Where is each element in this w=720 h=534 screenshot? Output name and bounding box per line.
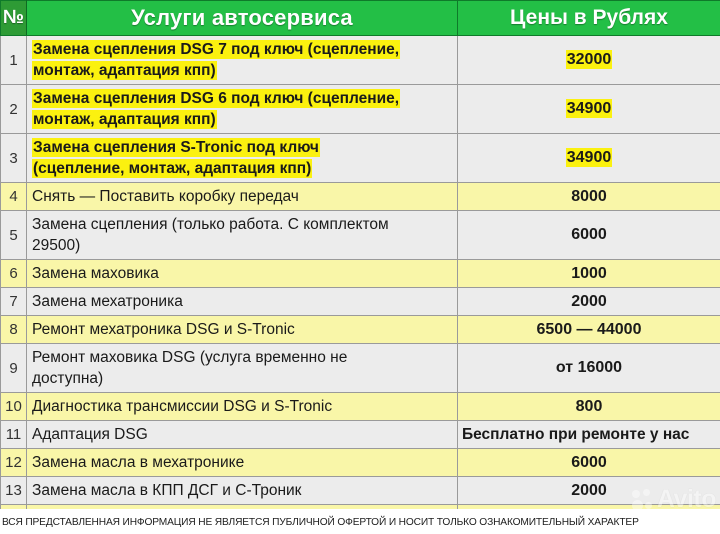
service-line: 29500) bbox=[32, 237, 81, 254]
row-number-cell: 13 bbox=[0, 476, 27, 505]
column-header-service: Услуги автосервиса bbox=[26, 0, 458, 36]
table-row: 2 Замена сцепления DSG 6 под ключ (сцепле… bbox=[0, 84, 720, 134]
row-number-cell: 6 bbox=[0, 259, 27, 288]
table-row: 3 Замена сцепления S-Tronic под ключ (сцеп… bbox=[0, 133, 720, 183]
service-name-cell: Адаптация DSG bbox=[26, 420, 458, 449]
row-number-cell: 10 bbox=[0, 392, 27, 421]
service-name-cell: Замена сцепления DSG 6 под ключ (сцеплен… bbox=[26, 84, 458, 134]
service-line: Замена мехатроника bbox=[32, 293, 183, 310]
service-name-cell: Замена масла в мехатронике bbox=[26, 448, 458, 477]
row-number-cell: 3 bbox=[0, 133, 27, 183]
price-cell: Бесплатно при ремонте у нас bbox=[457, 420, 720, 449]
table-row: 5 Замена сцепления (только работа. С комп… bbox=[0, 210, 720, 260]
service-name-cell: Замена сцепления DSG 7 под ключ (сцеплен… bbox=[26, 35, 458, 85]
service-line: Ремонт мехатроника DSG и S-Tronic bbox=[32, 321, 295, 338]
header-row: № Услуги автосервиса Цены в Рублях bbox=[0, 0, 720, 36]
price-value: 6500 — 44000 bbox=[536, 320, 642, 338]
table-row: 7 Замена мехатроника 2000 bbox=[0, 287, 720, 316]
service-name-cell: Замена сцепления S-Tronic под ключ (сцепл… bbox=[26, 133, 458, 183]
table-row: 11 Адаптация DSG Бесплатно при ремонте у н… bbox=[0, 420, 720, 449]
table-row: 13 Замена масла в КПП ДСГ и С-Троник 2000 bbox=[0, 476, 720, 505]
row-number-cell: 8 bbox=[0, 315, 27, 344]
row-number-cell: 4 bbox=[0, 182, 27, 211]
price-value: 32000 bbox=[565, 50, 613, 69]
column-header-number: № bbox=[0, 0, 27, 36]
service-name-cell: Замена мехатроника bbox=[26, 287, 458, 316]
service-line: Замена сцепления (только работа. С компл… bbox=[32, 216, 389, 233]
row-number-cell: 12 bbox=[0, 448, 27, 477]
price-cell: 2000 bbox=[457, 287, 720, 316]
price-value: 2000 bbox=[571, 292, 607, 310]
service-line: Замена масла в мехатронике bbox=[32, 454, 245, 471]
service-name-cell: Замена маховика bbox=[26, 259, 458, 288]
price-cell: 2000 bbox=[457, 476, 720, 505]
service-line: Замена сцепления DSG 7 под ключ (сцеплен… bbox=[32, 40, 401, 59]
price-value: 1000 bbox=[571, 264, 607, 282]
service-line: Снять — Поставить коробку передач bbox=[32, 188, 299, 205]
row-number-cell: 2 bbox=[0, 84, 27, 134]
table-row: 9 Ремонт маховика DSG (услуга временно не… bbox=[0, 343, 720, 393]
service-line: Замена сцепления S-Tronic под ключ bbox=[32, 138, 320, 157]
price-cell: 1000 bbox=[457, 259, 720, 288]
price-value: 2000 bbox=[571, 481, 607, 499]
service-line: Диагностика трансмиссии DSG и S-Tronic bbox=[32, 398, 333, 415]
row-number-cell: 9 bbox=[0, 343, 27, 393]
table-row: 6 Замена маховика 1000 bbox=[0, 259, 720, 288]
service-name-cell: Снять — Поставить коробку передач bbox=[26, 182, 458, 211]
price-cell: 34900 bbox=[457, 84, 720, 134]
service-name-cell: Ремонт мехатроника DSG и S-Tronic bbox=[26, 315, 458, 344]
table-row: 4 Снять — Поставить коробку передач 8000 bbox=[0, 182, 720, 211]
row-number-cell: 1 bbox=[0, 35, 27, 85]
column-header-price: Цены в Рублях bbox=[457, 0, 720, 36]
table-body: 1 Замена сцепления DSG 7 под ключ (сцепле… bbox=[0, 35, 720, 533]
service-name-cell: Ремонт маховика DSG (услуга временно не д… bbox=[26, 343, 458, 393]
price-cell: 34900 bbox=[457, 133, 720, 183]
price-value: 34900 bbox=[565, 148, 613, 167]
price-cell: 32000 bbox=[457, 35, 720, 85]
price-cell: 6000 bbox=[457, 210, 720, 260]
price-cell: 800 bbox=[457, 392, 720, 421]
price-value: от 16000 bbox=[555, 359, 623, 376]
table-row: 12 Замена масла в мехатронике 6000 bbox=[0, 448, 720, 477]
service-line: монтаж, адаптация кпп) bbox=[32, 61, 217, 80]
service-line: Ремонт маховика DSG (услуга временно не bbox=[32, 349, 348, 366]
service-line: Замена масла в КПП ДСГ и С-Троник bbox=[32, 482, 302, 499]
price-cell: 6000 bbox=[457, 448, 720, 477]
service-line: (сцепление, монтаж, адаптация кпп) bbox=[32, 159, 313, 178]
price-cell: 8000 bbox=[457, 182, 720, 211]
price-value: 34900 bbox=[565, 99, 613, 118]
disclaimer-note: ВСЯ ПРЕДСТАВЛЕННАЯ ИНФОРМАЦИЯ НЕ ЯВЛЯЕТС… bbox=[0, 509, 720, 534]
service-line: Адаптация DSG bbox=[32, 426, 148, 443]
table-row: 8 Ремонт мехатроника DSG и S-Tronic 6500 —… bbox=[0, 315, 720, 344]
price-value: 6000 bbox=[571, 453, 607, 471]
service-line: монтаж, адаптация кпп) bbox=[32, 110, 217, 129]
service-line: Замена сцепления DSG 6 под ключ (сцеплен… bbox=[32, 89, 401, 108]
price-cell: 6500 — 44000 bbox=[457, 315, 720, 344]
price-cell: от 16000 bbox=[457, 343, 720, 393]
table-row: 1 Замена сцепления DSG 7 под ключ (сцепле… bbox=[0, 35, 720, 85]
price-value: 800 bbox=[575, 397, 603, 415]
service-name-cell: Замена масла в КПП ДСГ и С-Троник bbox=[26, 476, 458, 505]
service-name-cell: Замена сцепления (только работа. С компл… bbox=[26, 210, 458, 260]
row-number-cell: 7 bbox=[0, 287, 27, 316]
service-line: доступна) bbox=[32, 370, 104, 387]
price-value: 8000 bbox=[571, 187, 607, 205]
table-row: 10 Диагностика трансмиссии DSG и S-Tronic… bbox=[0, 392, 720, 421]
row-number-cell: 5 bbox=[0, 210, 27, 260]
price-value: 6000 bbox=[571, 226, 607, 243]
disclaimer-text: ВСЯ ПРЕДСТАВЛЕННАЯ ИНФОРМАЦИЯ НЕ ЯВЛЯЕТС… bbox=[1, 516, 639, 528]
table-header: № Услуги автосервиса Цены в Рублях bbox=[0, 0, 720, 36]
price-value: Бесплатно при ремонте у нас bbox=[462, 425, 690, 443]
service-line: Замена маховика bbox=[32, 265, 159, 282]
service-name-cell: Диагностика трансмиссии DSG и S-Tronic bbox=[26, 392, 458, 421]
row-number-cell: 11 bbox=[0, 420, 27, 449]
